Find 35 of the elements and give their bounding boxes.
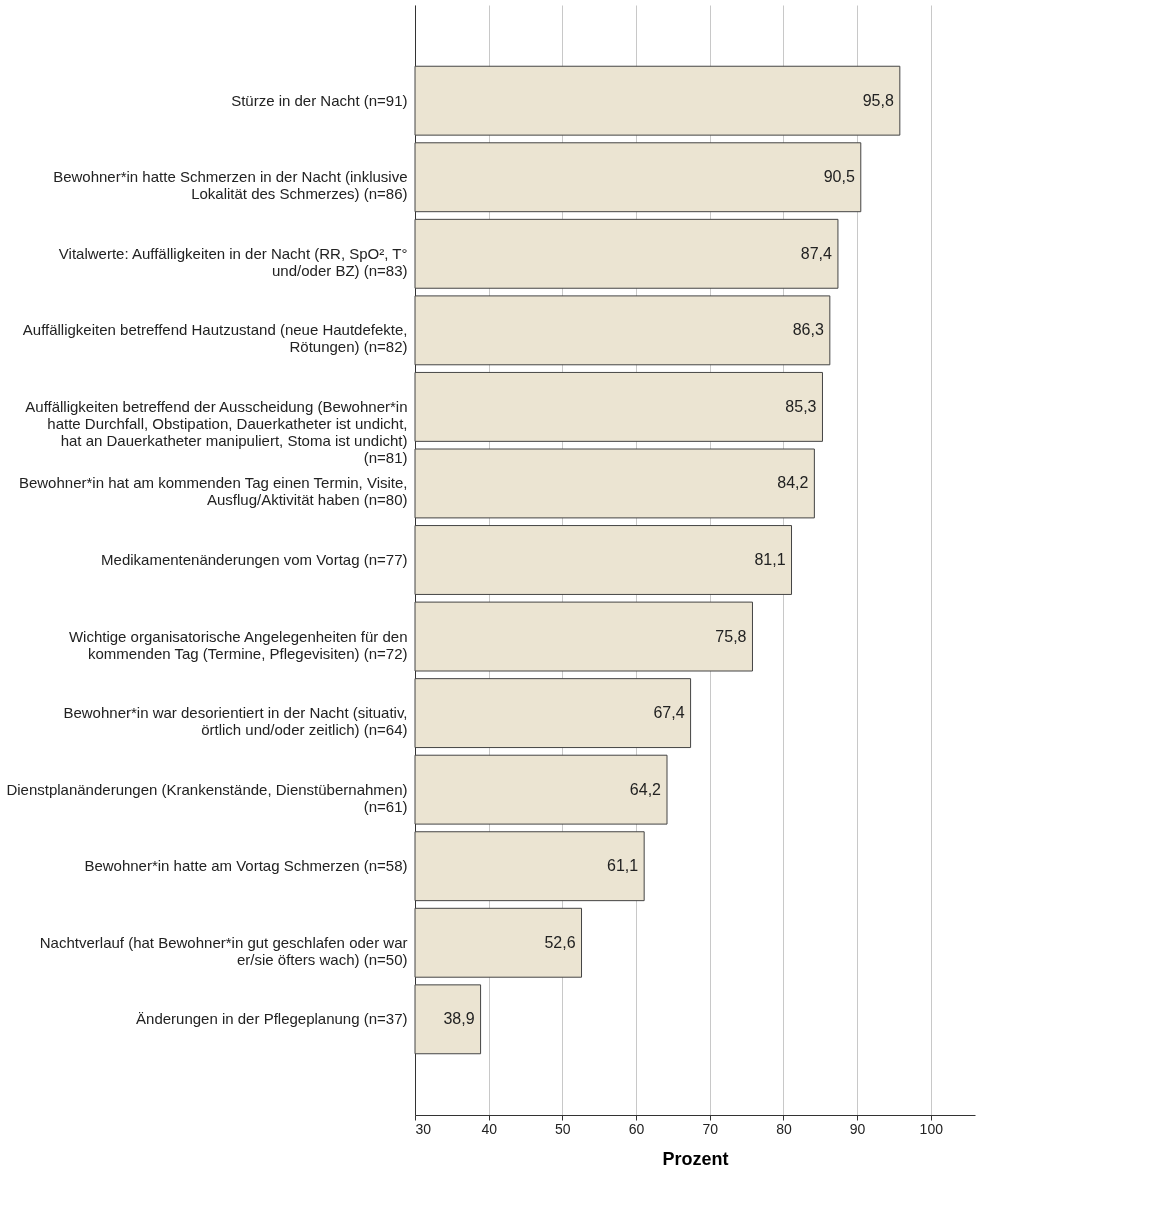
- y-tick-label: Bewohner*in hat am kommenden Tag einen Termin, Visite, Ausflug/Aktivität haben (n=80): [18, 474, 408, 509]
- data-label: 67,4: [653, 704, 685, 722]
- y-tick-label: Stürze in der Nacht (n=91): [231, 91, 408, 109]
- data-label: 85,3: [785, 397, 817, 415]
- data-label: 75,8: [715, 627, 747, 645]
- data-label: 90,5: [823, 168, 855, 186]
- y-tick-label: Bewohner*in war desorientiert in der Nacht (situativ, örtlich und/oder zeitlich) (n=64): [63, 704, 408, 739]
- y-tick-label: Vitalwerte: Auffälligkeiten in der Nacht (RR, SpO², T° und/oder BZ) (n=83): [58, 244, 408, 279]
- x-tick-label: 30: [415, 1120, 432, 1137]
- x-axis-title: Prozent: [662, 1148, 729, 1169]
- x-tick-label: 80: [776, 1120, 792, 1137]
- y-tick-label: Bewohner*in hatte am Vortag Schmerzen (n=58): [84, 857, 408, 875]
- y-tick-label: Medikamentenänderungen vom Vortag (n=77): [101, 551, 408, 568]
- data-label: 64,2: [629, 780, 662, 798]
- y-tick-label: Auffälligkeiten betreffend Hautzustand (neue Hautdefekte, Rötungen) (n=82): [22, 321, 408, 356]
- x-tick-label: 50: [555, 1120, 571, 1137]
- x-tick-label: 60: [628, 1120, 645, 1137]
- x-tick-label: 40: [481, 1120, 498, 1137]
- y-tick-label: Auffälligkeiten betreffend der Ausscheidung (Bewohner*in hatte Durchfall, Obstipation, Dauerkatheter ist undicht, hat an Dauerkatheter manipuliert, Stoma ist undicht) (n=81): [25, 397, 408, 466]
- y-tick-label: Wichtige organisatorische Angelegenheiten für den kommenden Tag (Termine, Pflegevisiten) (n=72): [68, 627, 408, 662]
- data-label: 87,4: [800, 244, 833, 262]
- x-tick-label: 100: [919, 1120, 944, 1137]
- data-label: 81,1: [754, 551, 786, 568]
- x-tick-label: 70: [702, 1120, 719, 1137]
- data-label: 52,6: [544, 933, 576, 951]
- y-tick-label: Nachtverlauf (hat Bewohner*in gut geschlafen oder war er/sie öfters wach) (n=50): [39, 933, 408, 968]
- data-label: 84,2: [777, 474, 809, 492]
- data-label: 95,8: [862, 91, 894, 109]
- y-tick-label: Dienstplanänderungen (Krankenstände, Dienstübernahmen) (n=61): [6, 780, 408, 815]
- x-tick-label: 90: [849, 1120, 866, 1137]
- y-tick-label: Bewohner*in hatte Schmerzen in der Nacht (inklusive Lokalität des Schmerzes) (n=86): [53, 168, 408, 203]
- data-label: 61,1: [607, 857, 639, 875]
- data-label: 38,9: [443, 1010, 475, 1028]
- data-label: 86,3: [792, 321, 824, 339]
- y-tick-label: Änderungen in der Pflegeplanung (n=37): [136, 1010, 408, 1028]
